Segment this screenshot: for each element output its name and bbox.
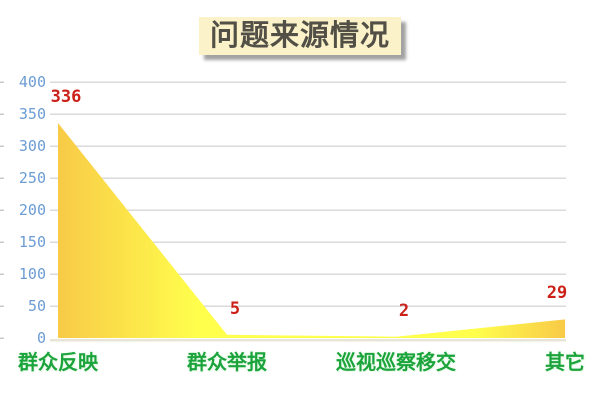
data-value-label: 336 [50, 86, 82, 107]
chart-title: 问题来源情况 [198, 17, 402, 55]
x-axis-category-label: 群众反映 [18, 352, 98, 374]
y-axis-tick-label: 300 [18, 137, 46, 155]
data-value-label: 5 [229, 298, 241, 319]
data-value-label: 2 [398, 300, 410, 321]
y-axis-tick-label: 250 [18, 169, 46, 187]
data-value-label: 29 [546, 283, 568, 304]
area-series [58, 123, 565, 338]
x-axis-category-label: 其它 [545, 352, 585, 374]
y-axis-tick-label: 50 [27, 297, 46, 315]
y-axis-tick-label: 150 [18, 233, 46, 251]
x-axis-category-label: 巡视巡察移交 [336, 352, 456, 374]
y-axis-tick-label: 400 [18, 73, 46, 91]
y-axis-tick-label: 100 [18, 265, 46, 283]
y-axis-tick-label: 350 [18, 105, 46, 123]
y-axis-tick-label: 0 [36, 329, 46, 347]
gridlines [50, 81, 566, 342]
x-axis-category-label: 群众举报 [187, 352, 267, 374]
y-axis-ticks [0, 81, 4, 339]
y-axis-tick-label: 200 [18, 201, 46, 219]
